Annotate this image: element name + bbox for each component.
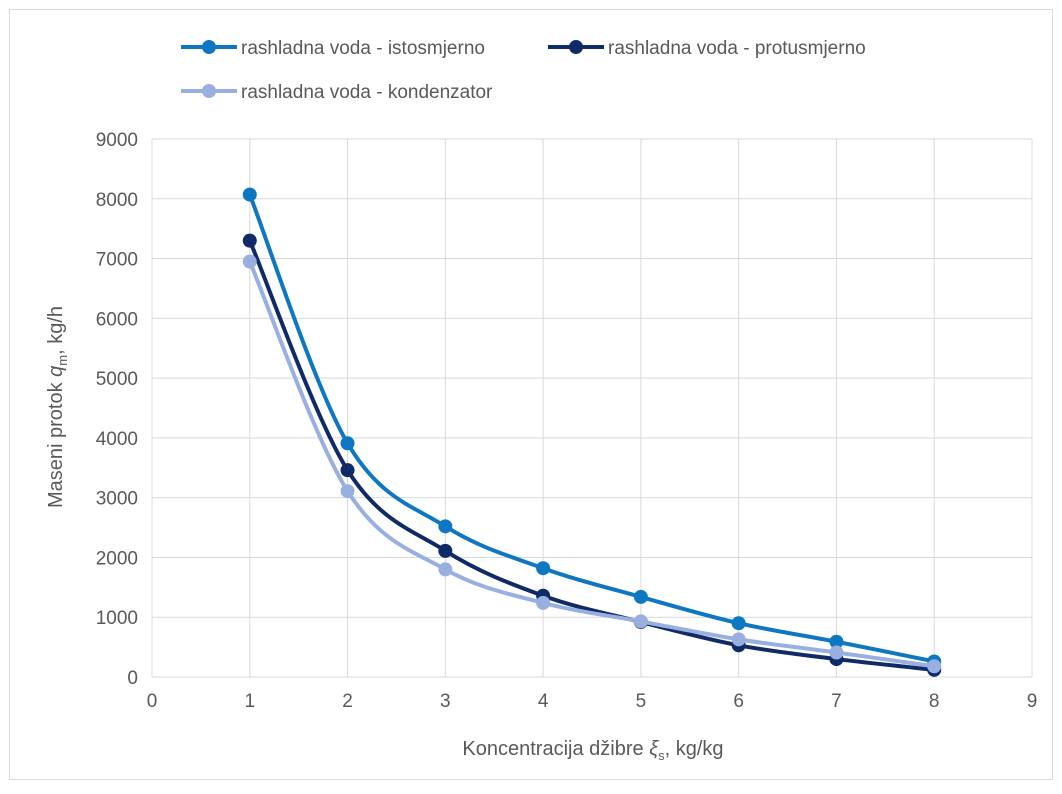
data-point: [927, 659, 942, 674]
x-axis-label-subscript: s: [658, 748, 665, 763]
y-axis-label-subscript: m: [55, 355, 70, 366]
y-tick-label: 6000: [96, 309, 138, 330]
data-point: [731, 616, 746, 631]
y-tick-label: 0: [127, 668, 138, 689]
legend-label: rashladna voda - istosmjerno: [241, 38, 485, 59]
series-1: [242, 187, 942, 669]
data-point: [536, 561, 551, 576]
legend-swatch-marker: [569, 40, 583, 54]
data-point: [633, 589, 648, 604]
data-point: [829, 645, 844, 660]
legend-label: rashladna voda - protusmjerno: [608, 38, 866, 59]
y-tick-label: 4000: [96, 429, 138, 450]
y-tick-label: 3000: [96, 489, 138, 510]
series-line: [247, 193, 935, 664]
legend-item: rashladna voda - istosmjerno: [181, 38, 485, 59]
y-tick-label: 5000: [96, 369, 138, 390]
legend-swatch-marker: [202, 40, 216, 54]
series-line: [247, 239, 935, 672]
y-tick-label: 7000: [96, 250, 138, 271]
data-point: [829, 634, 844, 649]
gridlines: [151, 138, 1033, 678]
data-point: [340, 484, 355, 499]
series-group: [242, 187, 942, 677]
legend: rashladna voda - istosmjerno rashladna vo…: [181, 38, 866, 103]
x-axis-label-prefix: Koncentracija džibre: [462, 738, 649, 760]
data-point: [340, 463, 355, 478]
x-tick-label: 6: [733, 691, 744, 712]
x-axis-label-symbol: ξ: [649, 738, 659, 760]
x-axis-label-suffix: , kg/kg: [665, 738, 724, 760]
x-axis-label: Koncentracija džibre ξs, kg/kg: [462, 738, 723, 763]
legend-item: rashladna voda - kondenzator: [181, 82, 493, 103]
legend-item: rashladna voda - protusmjerno: [548, 38, 866, 59]
y-tick-label: 9000: [96, 130, 138, 151]
data-point: [438, 562, 453, 577]
y-tick-label: 8000: [96, 190, 138, 211]
x-tick-label: 3: [440, 691, 451, 712]
legend-swatch-marker: [202, 84, 216, 98]
x-tick-label: 4: [538, 691, 549, 712]
y-axis-label-prefix: Maseni protok: [45, 377, 67, 508]
data-point: [340, 436, 355, 451]
data-point: [536, 595, 551, 610]
x-tick-label: 7: [831, 691, 842, 712]
y-axis-label: Maseni protok qm, kg/h: [45, 306, 70, 508]
data-point: [242, 187, 257, 202]
data-point: [731, 632, 746, 647]
x-tick-label: 5: [636, 691, 647, 712]
x-tick-label: 9: [1027, 691, 1038, 712]
y-tick-label: 1000: [96, 608, 138, 629]
y-axis-label-suffix: , kg/h: [45, 306, 67, 355]
y-tick-labels: 0 1000 2000 3000 4000 5000 6000 7000 8000 9000: [96, 130, 138, 689]
data-point: [633, 614, 648, 629]
x-tick-label: 0: [147, 691, 158, 712]
x-tick-labels: 0 1 2 3 4 5 6 7 8 9: [147, 691, 1038, 712]
legend-label: rashladna voda - kondenzator: [241, 82, 493, 103]
data-point: [242, 233, 257, 248]
y-axis-label-symbol: q: [45, 366, 67, 377]
y-tick-label: 2000: [96, 548, 138, 569]
x-tick-label: 1: [244, 691, 255, 712]
data-point: [438, 543, 453, 558]
data-point: [438, 519, 453, 534]
x-tick-label: 8: [929, 691, 940, 712]
x-tick-label: 2: [342, 691, 353, 712]
data-point: [242, 254, 257, 269]
series-3: [242, 254, 942, 674]
